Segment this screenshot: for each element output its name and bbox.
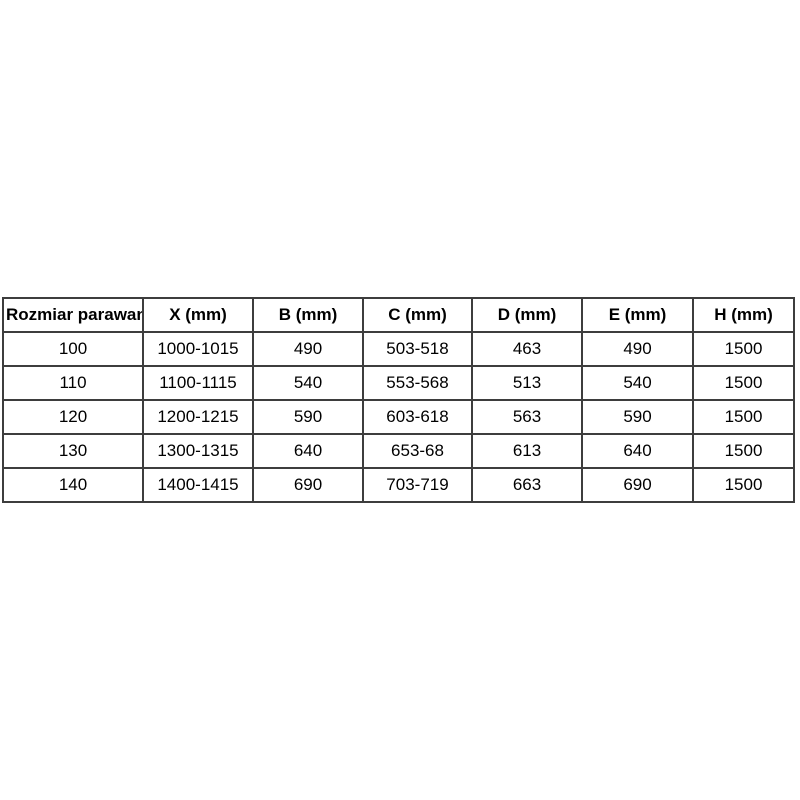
table-cell: 1300-1315	[142, 433, 254, 469]
table-row: 130 1300-1315 640 653-68 613 640 1500	[2, 433, 795, 469]
size-table: Rozmiar parawanu X (mm) B (mm) C (mm) D …	[2, 297, 795, 503]
table-cell: 690	[581, 467, 694, 503]
column-header-d-mm: D (mm)	[471, 297, 583, 333]
table-cell: 1500	[692, 433, 795, 469]
table-cell: 1500	[692, 467, 795, 503]
table-cell: 1500	[692, 399, 795, 435]
table-cell: 653-68	[362, 433, 473, 469]
table-cell: 1400-1415	[142, 467, 254, 503]
table-cell: 640	[252, 433, 364, 469]
table-cell: 1000-1015	[142, 331, 254, 367]
table-cell: 100	[2, 331, 144, 367]
table-cell: 703-719	[362, 467, 473, 503]
table-cell: 640	[581, 433, 694, 469]
table-cell: 490	[581, 331, 694, 367]
table-cell: 463	[471, 331, 583, 367]
table-cell: 1200-1215	[142, 399, 254, 435]
table-body: 100 1000-1015 490 503-518 463 490 1500 1…	[2, 331, 795, 503]
table-cell: 1100-1115	[142, 365, 254, 401]
table-cell: 563	[471, 399, 583, 435]
table-cell: 513	[471, 365, 583, 401]
column-header-c-mm: C (mm)	[362, 297, 473, 333]
table-cell: 1500	[692, 331, 795, 367]
table-cell: 503-518	[362, 331, 473, 367]
table-cell: 540	[581, 365, 694, 401]
table-row: 100 1000-1015 490 503-518 463 490 1500	[2, 331, 795, 367]
table-cell: 120	[2, 399, 144, 435]
table-cell: 490	[252, 331, 364, 367]
column-header-rozmiar-parawanu: Rozmiar parawanu	[2, 297, 144, 333]
table-cell: 110	[2, 365, 144, 401]
table-row: 110 1100-1115 540 553-568 513 540 1500	[2, 365, 795, 401]
table-cell: 603-618	[362, 399, 473, 435]
table-cell: 613	[471, 433, 583, 469]
table-cell: 140	[2, 467, 144, 503]
table-header: Rozmiar parawanu X (mm) B (mm) C (mm) D …	[2, 297, 795, 333]
column-header-e-mm: E (mm)	[581, 297, 694, 333]
table-cell: 590	[581, 399, 694, 435]
column-header-b-mm: B (mm)	[252, 297, 364, 333]
table-cell: 553-568	[362, 365, 473, 401]
column-header-h-mm: H (mm)	[692, 297, 795, 333]
size-table-container: Rozmiar parawanu X (mm) B (mm) C (mm) D …	[2, 297, 795, 503]
table-cell: 130	[2, 433, 144, 469]
column-header-x-mm: X (mm)	[142, 297, 254, 333]
table-cell: 590	[252, 399, 364, 435]
table-row: 140 1400-1415 690 703-719 663 690 1500	[2, 467, 795, 503]
table-cell: 663	[471, 467, 583, 503]
header-row: Rozmiar parawanu X (mm) B (mm) C (mm) D …	[2, 297, 795, 333]
table-cell: 540	[252, 365, 364, 401]
table-cell: 690	[252, 467, 364, 503]
table-row: 120 1200-1215 590 603-618 563 590 1500	[2, 399, 795, 435]
table-cell: 1500	[692, 365, 795, 401]
